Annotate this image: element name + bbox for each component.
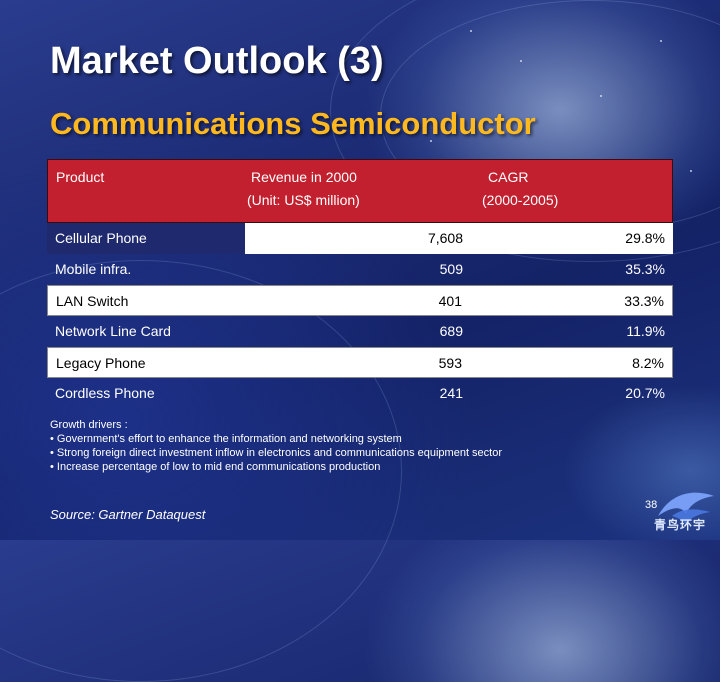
drivers-heading: Growth drivers : bbox=[50, 419, 128, 431]
slide-subtitle: Communications Semiconductor bbox=[50, 106, 536, 141]
cell-product: Network Line Card bbox=[55, 323, 171, 339]
cell-cagr: 11.9% bbox=[626, 323, 665, 339]
cell-product: Mobile infra. bbox=[55, 261, 132, 277]
cell-revenue: 7,608 bbox=[427, 230, 463, 246]
driver-item: • Strong foreign direct investment inflo… bbox=[50, 447, 503, 459]
table-row: Cellular Phone 7,608 29.8% bbox=[47, 223, 673, 254]
page-number: 38 bbox=[645, 499, 658, 511]
cell-revenue: 593 bbox=[438, 355, 462, 371]
cell-cagr: 20.7% bbox=[625, 385, 665, 401]
cell-cagr: 35.3% bbox=[625, 261, 665, 277]
driver-item: • Increase percentage of low to mid end … bbox=[50, 461, 381, 473]
table-row: LAN Switch 401 33.3% bbox=[47, 285, 673, 316]
table-row: Mobile infra. 509 35.3% bbox=[47, 254, 673, 285]
slide-title: Market Outlook (3) bbox=[50, 40, 384, 82]
market-table: Product Revenue in 2000 (Unit: US$ milli… bbox=[47, 159, 673, 409]
header-revenue-line1: Revenue in 2000 bbox=[251, 169, 357, 185]
cell-product: LAN Switch bbox=[56, 293, 129, 309]
table-row: Network Line Card 689 11.9% bbox=[47, 316, 673, 347]
table-header: Product Revenue in 2000 (Unit: US$ milli… bbox=[47, 159, 673, 223]
cell-cagr: 33.3% bbox=[624, 293, 664, 309]
table-row: Cordless Phone 241 20.7% bbox=[47, 378, 673, 409]
table-row: Legacy Phone 593 8.2% bbox=[47, 347, 673, 378]
cell-revenue: 401 bbox=[438, 293, 462, 309]
cell-product: Cellular Phone bbox=[55, 230, 147, 246]
bird-logo-icon bbox=[658, 492, 714, 524]
header-cagr-line1: CAGR bbox=[488, 169, 529, 185]
driver-item: • Government's effort to enhance the inf… bbox=[50, 433, 402, 445]
header-cagr-line2: (2000-2005) bbox=[482, 192, 559, 208]
cell-cagr: 8.2% bbox=[632, 355, 664, 371]
source-note: Source: Gartner Dataquest bbox=[50, 507, 206, 522]
cell-revenue: 509 bbox=[439, 261, 463, 277]
cell-revenue: 241 bbox=[439, 385, 463, 401]
cell-revenue: 689 bbox=[439, 323, 463, 339]
cell-product: Cordless Phone bbox=[55, 385, 155, 401]
growth-drivers: Growth drivers : • Government's effort t… bbox=[50, 418, 502, 474]
header-product: Product bbox=[56, 169, 105, 185]
logo-text: 青鸟环宇 bbox=[654, 518, 707, 532]
cell-cagr: 29.8% bbox=[625, 230, 665, 246]
cell-product: Legacy Phone bbox=[56, 355, 146, 371]
header-revenue-line2: (Unit: US$ million) bbox=[247, 192, 360, 208]
